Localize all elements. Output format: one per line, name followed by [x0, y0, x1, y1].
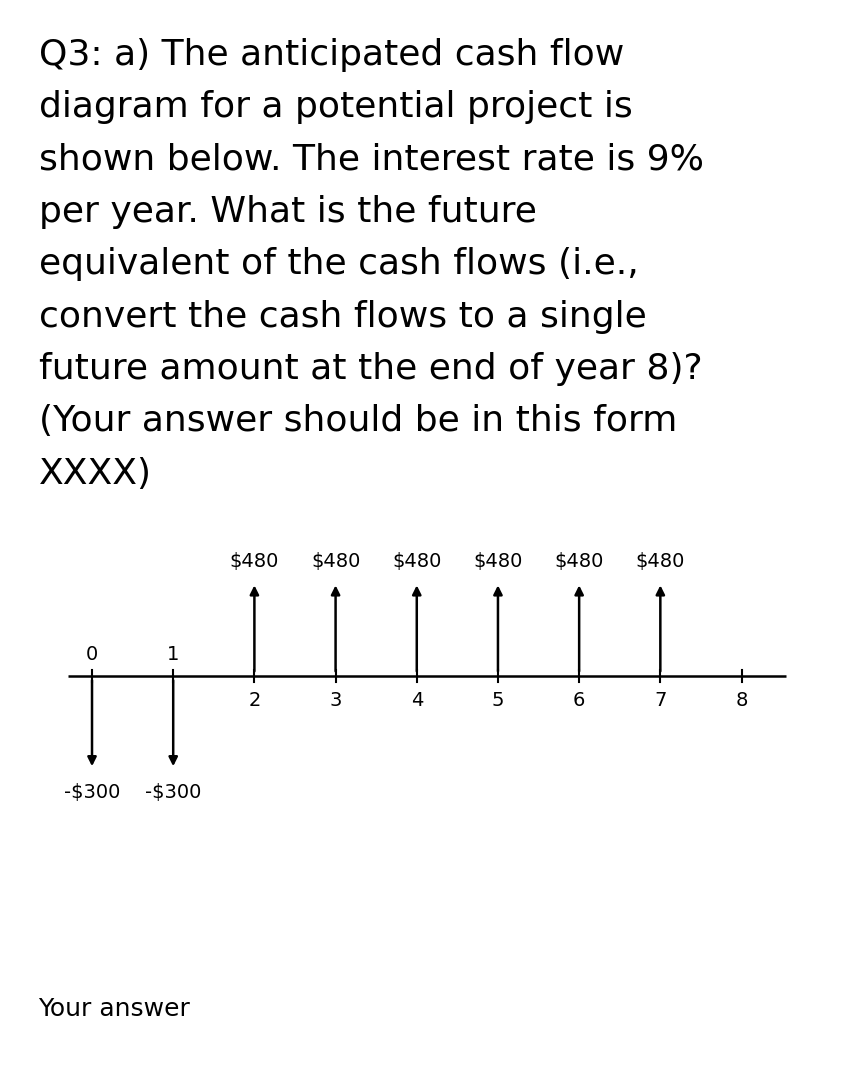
Text: 5: 5 — [492, 691, 504, 710]
Text: $480: $480 — [636, 552, 685, 571]
Text: $480: $480 — [230, 552, 279, 571]
Text: $480: $480 — [393, 552, 441, 571]
Text: shown below. The interest rate is 9%: shown below. The interest rate is 9% — [39, 143, 704, 177]
Text: 4: 4 — [411, 691, 423, 710]
Text: 1: 1 — [167, 645, 179, 664]
Text: -$300: -$300 — [63, 783, 120, 801]
Text: XXXX): XXXX) — [39, 457, 152, 490]
Text: $480: $480 — [473, 552, 523, 571]
Text: $480: $480 — [554, 552, 604, 571]
Text: future amount at the end of year 8)?: future amount at the end of year 8)? — [39, 352, 702, 386]
Text: 8: 8 — [735, 691, 747, 710]
Text: 6: 6 — [573, 691, 585, 710]
Text: equivalent of the cash flows (i.e.,: equivalent of the cash flows (i.e., — [39, 247, 638, 281]
Text: 3: 3 — [329, 691, 342, 710]
Text: diagram for a potential project is: diagram for a potential project is — [39, 90, 632, 124]
Text: 2: 2 — [249, 691, 261, 710]
Text: Your answer: Your answer — [39, 997, 190, 1021]
Text: -$300: -$300 — [145, 783, 201, 801]
Text: 0: 0 — [86, 645, 99, 664]
Text: Q3: a) The anticipated cash flow: Q3: a) The anticipated cash flow — [39, 38, 624, 72]
Text: per year. What is the future: per year. What is the future — [39, 195, 536, 229]
Text: 7: 7 — [654, 691, 667, 710]
Text: convert the cash flows to a single: convert the cash flows to a single — [39, 300, 646, 334]
Text: (Your answer should be in this form: (Your answer should be in this form — [39, 404, 677, 438]
Text: $480: $480 — [311, 552, 360, 571]
